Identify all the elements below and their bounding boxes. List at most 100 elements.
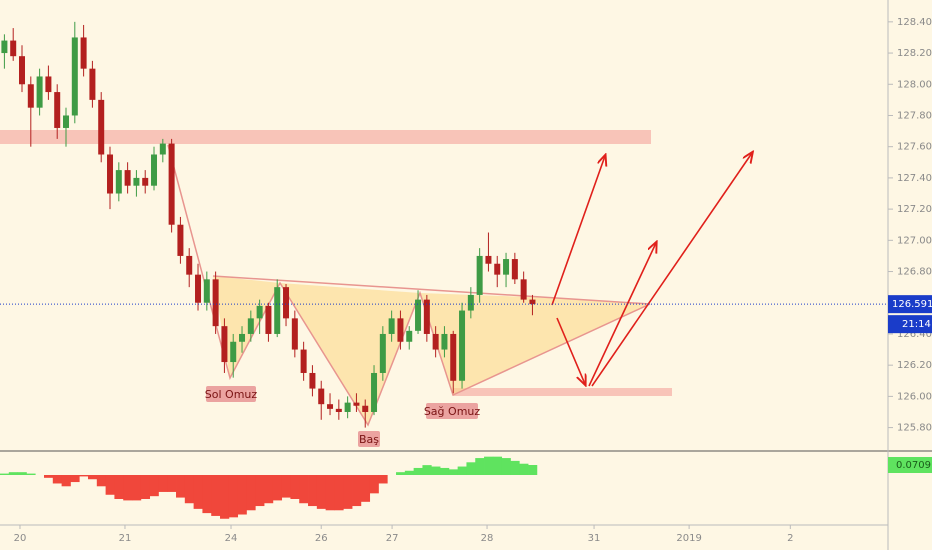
price-label-box: [888, 295, 932, 314]
candle-body: [142, 177, 149, 186]
y-tick-label: 125.800: [897, 423, 932, 434]
candle-body: [71, 37, 78, 116]
candle-body: [467, 294, 474, 311]
x-tick-label: 21: [119, 533, 132, 544]
oscillator-bar: [184, 475, 195, 504]
oscillator-bar: [281, 475, 291, 498]
oscillator-bar: [158, 475, 168, 492]
oscillator-bar: [431, 466, 441, 476]
annotation: Sol Omuz: [205, 388, 258, 401]
candle-body: [291, 318, 298, 350]
y-tick-label: 128.200: [897, 48, 932, 59]
candle-body: [274, 287, 281, 334]
oscillator-bar: [17, 472, 27, 476]
countdown: 21:14: [902, 319, 931, 330]
oscillator-bar: [519, 463, 529, 476]
candle-body: [335, 408, 342, 412]
oscillator-bar: [228, 475, 239, 518]
candle-body: [529, 299, 536, 305]
candle-body: [441, 333, 448, 350]
candle-body: [388, 318, 395, 334]
x-tick-label: 2: [787, 533, 793, 544]
candle-body: [265, 305, 272, 334]
pattern-fill: [280, 283, 420, 425]
oscillator-bar: [299, 475, 309, 504]
oscillator-bar: [492, 456, 503, 476]
oscillator-bar: [343, 475, 353, 509]
candle-body: [212, 279, 219, 327]
arrow: [551, 156, 605, 306]
support-zone: [453, 388, 672, 396]
y-tick-label: 127.400: [897, 173, 932, 184]
resistance-zone: [0, 130, 651, 144]
oscillator-bar: [211, 475, 221, 516]
oscillator-bar: [484, 456, 494, 476]
pattern-line: [167, 144, 651, 427]
oscillator-bar: [105, 475, 115, 495]
oscillator-bar: [501, 458, 511, 476]
candle-body: [159, 143, 166, 155]
oscillator-bar: [404, 470, 415, 476]
oscillator-bar: [246, 475, 256, 511]
arrow: [588, 243, 656, 387]
candle-body: [503, 259, 510, 275]
oscillator-bar: [308, 475, 318, 507]
candle-body: [459, 310, 466, 381]
y-tick-label: 127.200: [897, 204, 932, 215]
candle-body: [80, 37, 87, 69]
candle-body: [371, 372, 378, 412]
candle-body: [107, 154, 114, 194]
oscillator-bar: [202, 475, 212, 514]
annotation: Sağ Omuz: [424, 405, 481, 418]
oscillator-bar: [88, 475, 98, 480]
oscillator-bar: [466, 462, 476, 476]
candle-body: [124, 170, 131, 186]
arrows: [551, 153, 752, 387]
oscillator-bar: [176, 475, 186, 498]
oscillator-bar: [413, 467, 423, 476]
x-tick-label: 2019: [676, 533, 701, 544]
candle-body: [476, 255, 483, 295]
oscillator-bar: [70, 475, 80, 483]
candle-body: [63, 115, 70, 128]
oscillator-bar: [114, 475, 124, 499]
oscillator-bar: [448, 469, 459, 476]
oscillator-bar: [422, 465, 432, 476]
pattern-fill: [420, 293, 650, 395]
oscillator-bar: [264, 475, 274, 504]
candle-body: [309, 372, 316, 389]
candle-body: [19, 56, 26, 85]
candle-body: [327, 404, 334, 409]
oscillator-bar: [8, 472, 19, 476]
oscillator-bar: [26, 473, 36, 476]
y-tick-label: 126.000: [897, 391, 932, 402]
oscillator-bar: [44, 475, 54, 478]
annotation-box: [358, 431, 380, 447]
oscillator-bar: [316, 475, 327, 509]
candle-body: [256, 305, 263, 319]
oscillator-bar: [123, 475, 133, 501]
candle-body: [54, 92, 61, 128]
candle-body: [511, 259, 518, 280]
oscillator-bar: [378, 475, 388, 484]
candle-body: [494, 263, 501, 275]
candle-body: [406, 330, 413, 342]
oscillator-bar: [61, 475, 71, 487]
candle-body: [203, 279, 210, 303]
oscillator-bar: [149, 475, 159, 497]
oscillator-bar: [255, 475, 265, 507]
candle-body: [415, 299, 422, 331]
candle-body: [423, 299, 430, 334]
candle-body: [151, 154, 158, 186]
pattern-fill: [213, 276, 280, 378]
oscillator-label-box: [888, 456, 932, 473]
candle-body: [300, 349, 307, 373]
candle-body: [397, 318, 404, 342]
candle-body: [221, 326, 228, 363]
oscillator-bar: [0, 473, 10, 476]
candle-body: [520, 279, 527, 300]
candle-body: [318, 388, 325, 405]
